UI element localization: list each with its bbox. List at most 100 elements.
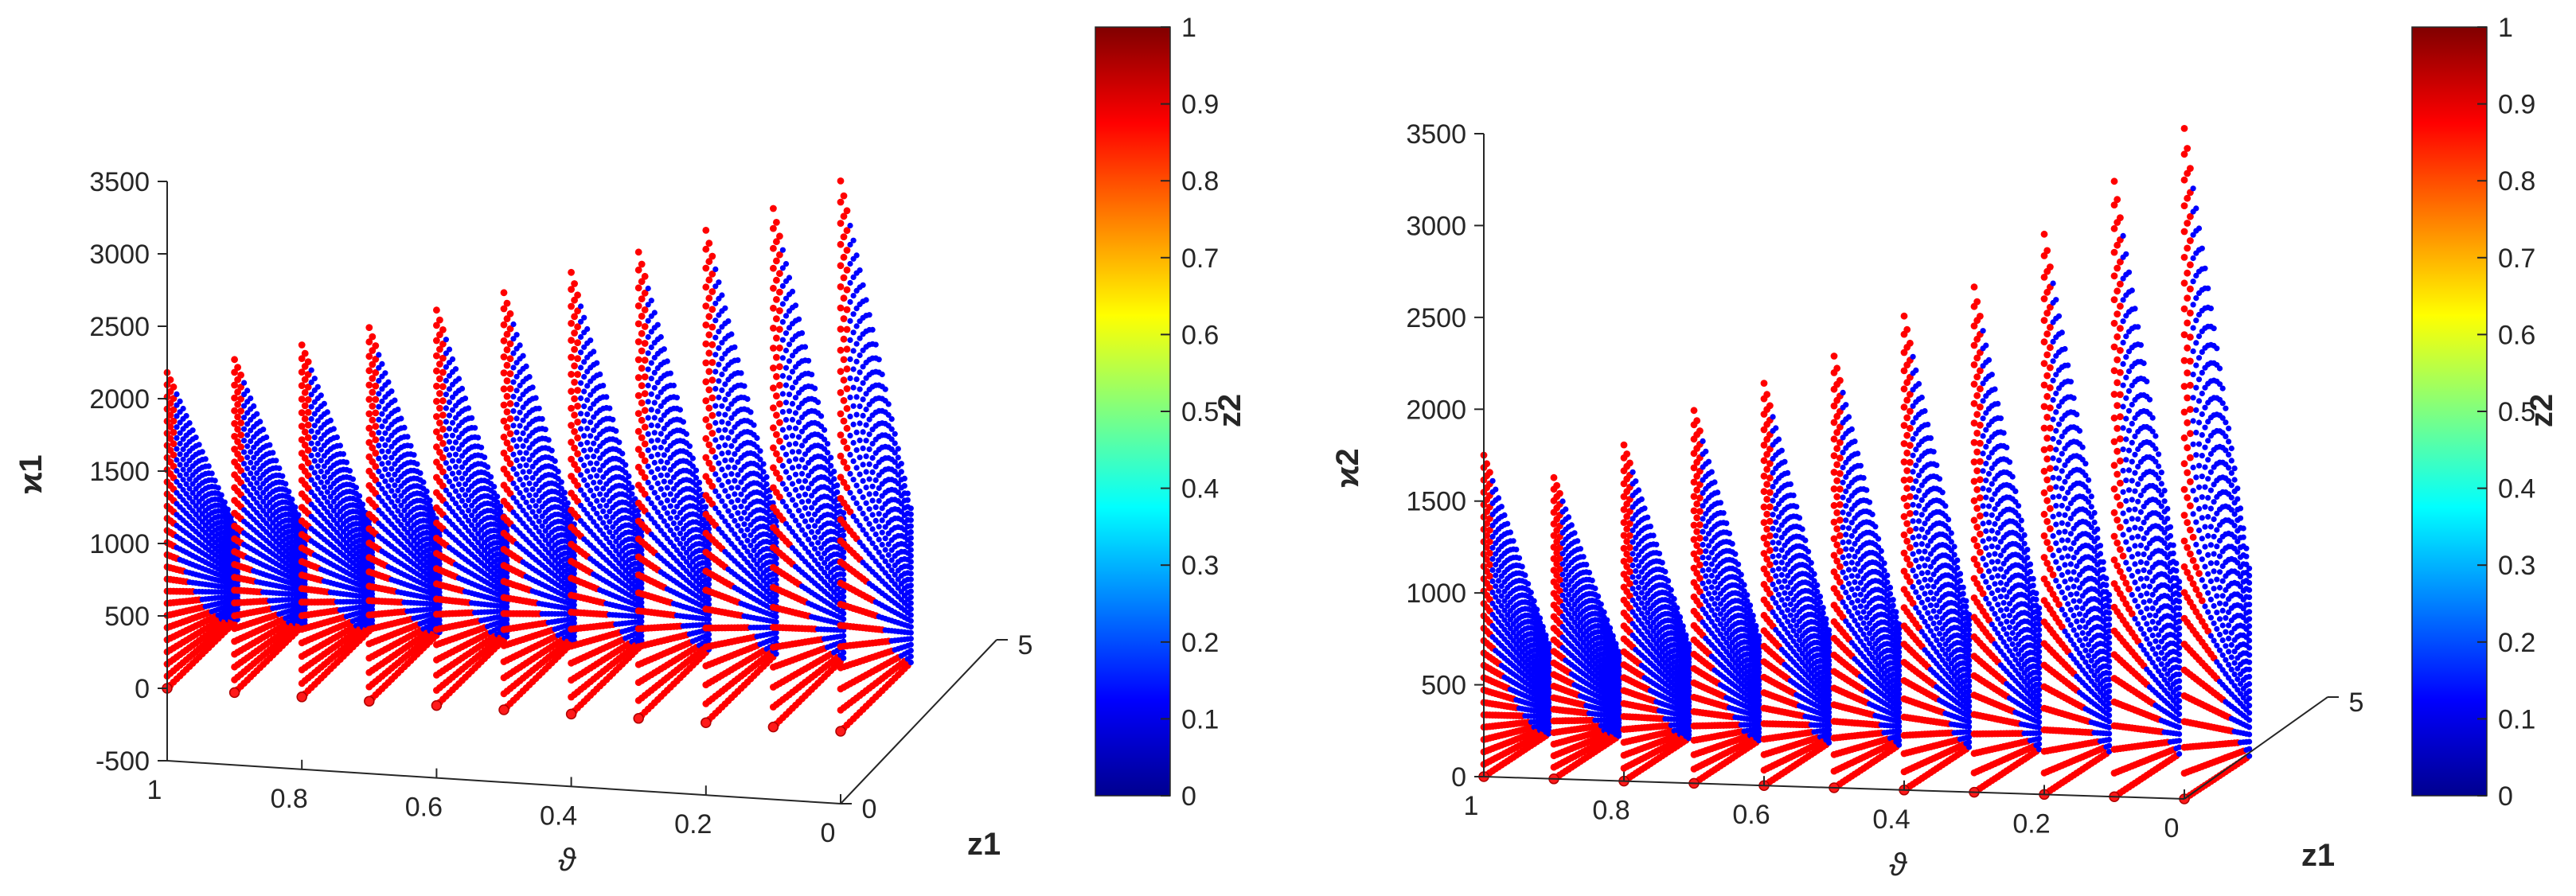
data-point — [174, 424, 180, 430]
data-point — [392, 493, 398, 499]
data-point — [241, 449, 248, 455]
data-point — [506, 445, 514, 453]
data-point — [462, 502, 469, 509]
data-point — [578, 487, 584, 493]
data-point — [180, 487, 186, 493]
data-point — [177, 472, 183, 478]
data-point — [385, 460, 392, 466]
data-point — [603, 513, 610, 520]
data-point — [455, 481, 463, 488]
data-point — [610, 416, 616, 423]
data-point — [699, 497, 706, 504]
data-point — [494, 493, 501, 500]
data-point — [702, 434, 710, 442]
data-point — [591, 349, 597, 355]
data-point — [651, 399, 658, 406]
data-point — [571, 411, 578, 419]
data-point — [638, 416, 646, 424]
data-point — [436, 434, 443, 442]
data-point — [506, 355, 514, 363]
data-point — [369, 333, 377, 341]
data-point — [177, 419, 183, 426]
data-point — [629, 485, 635, 491]
data-point — [571, 362, 578, 370]
data-point — [379, 461, 385, 467]
data-point — [500, 321, 508, 329]
data-point — [578, 303, 584, 310]
data-point — [385, 483, 392, 489]
data-point — [600, 508, 607, 515]
data-point — [248, 459, 254, 466]
data-point — [638, 364, 646, 372]
data-point — [439, 439, 447, 447]
data-point — [372, 342, 380, 349]
data-point — [311, 458, 318, 464]
data-point — [392, 397, 398, 403]
series-base-point — [565, 708, 577, 720]
data-point — [301, 415, 309, 423]
data-point — [183, 452, 189, 458]
data-point — [446, 438, 453, 445]
data-point — [224, 506, 231, 512]
data-point — [469, 415, 475, 421]
data-point — [420, 479, 427, 485]
data-point — [510, 321, 517, 328]
data-point — [318, 479, 324, 485]
data-point — [503, 299, 511, 307]
data-point — [398, 415, 404, 422]
data-point — [455, 376, 463, 382]
data-point — [574, 434, 581, 442]
data-point — [337, 442, 343, 449]
data-point — [304, 408, 312, 416]
data-point — [533, 395, 539, 401]
data-point — [379, 473, 385, 480]
data-point — [382, 430, 388, 436]
data-point — [423, 488, 430, 495]
data-point — [500, 417, 508, 425]
data-point — [455, 469, 463, 476]
data-point — [574, 450, 581, 458]
data-point — [212, 477, 218, 484]
data-point — [308, 440, 314, 446]
data-point — [597, 515, 603, 521]
data-point — [658, 458, 664, 465]
data-point — [594, 497, 600, 504]
data-point — [651, 430, 658, 436]
data-point — [568, 371, 575, 378]
data-point — [304, 358, 312, 365]
data-point — [166, 423, 174, 430]
series-base-point — [431, 699, 443, 711]
data-point — [248, 470, 254, 477]
data-point — [513, 485, 520, 492]
data-point — [552, 458, 558, 465]
data-point — [513, 332, 520, 338]
data-point — [436, 404, 443, 412]
data-point — [446, 452, 453, 458]
data-point — [526, 374, 533, 380]
data-point — [520, 456, 526, 462]
data-point — [273, 458, 279, 464]
data-point — [670, 382, 677, 389]
data-point — [578, 441, 584, 447]
data-point — [465, 405, 472, 411]
data-point — [289, 497, 295, 503]
data-point — [295, 512, 302, 518]
data-point — [166, 376, 174, 384]
data-point — [372, 382, 380, 390]
data-point — [661, 492, 667, 498]
data-point — [689, 455, 697, 462]
data-point — [651, 384, 658, 391]
data-point — [664, 497, 670, 504]
data-point — [651, 474, 658, 481]
data-point — [626, 473, 632, 480]
data-point — [174, 402, 180, 408]
data-point — [500, 337, 508, 345]
points-left — [162, 177, 914, 737]
data-point — [436, 375, 443, 383]
data-point — [314, 452, 321, 458]
data-point — [506, 460, 514, 468]
data-point — [648, 454, 654, 460]
data-point — [654, 480, 661, 487]
data-point — [581, 433, 587, 439]
data-point — [506, 415, 514, 423]
